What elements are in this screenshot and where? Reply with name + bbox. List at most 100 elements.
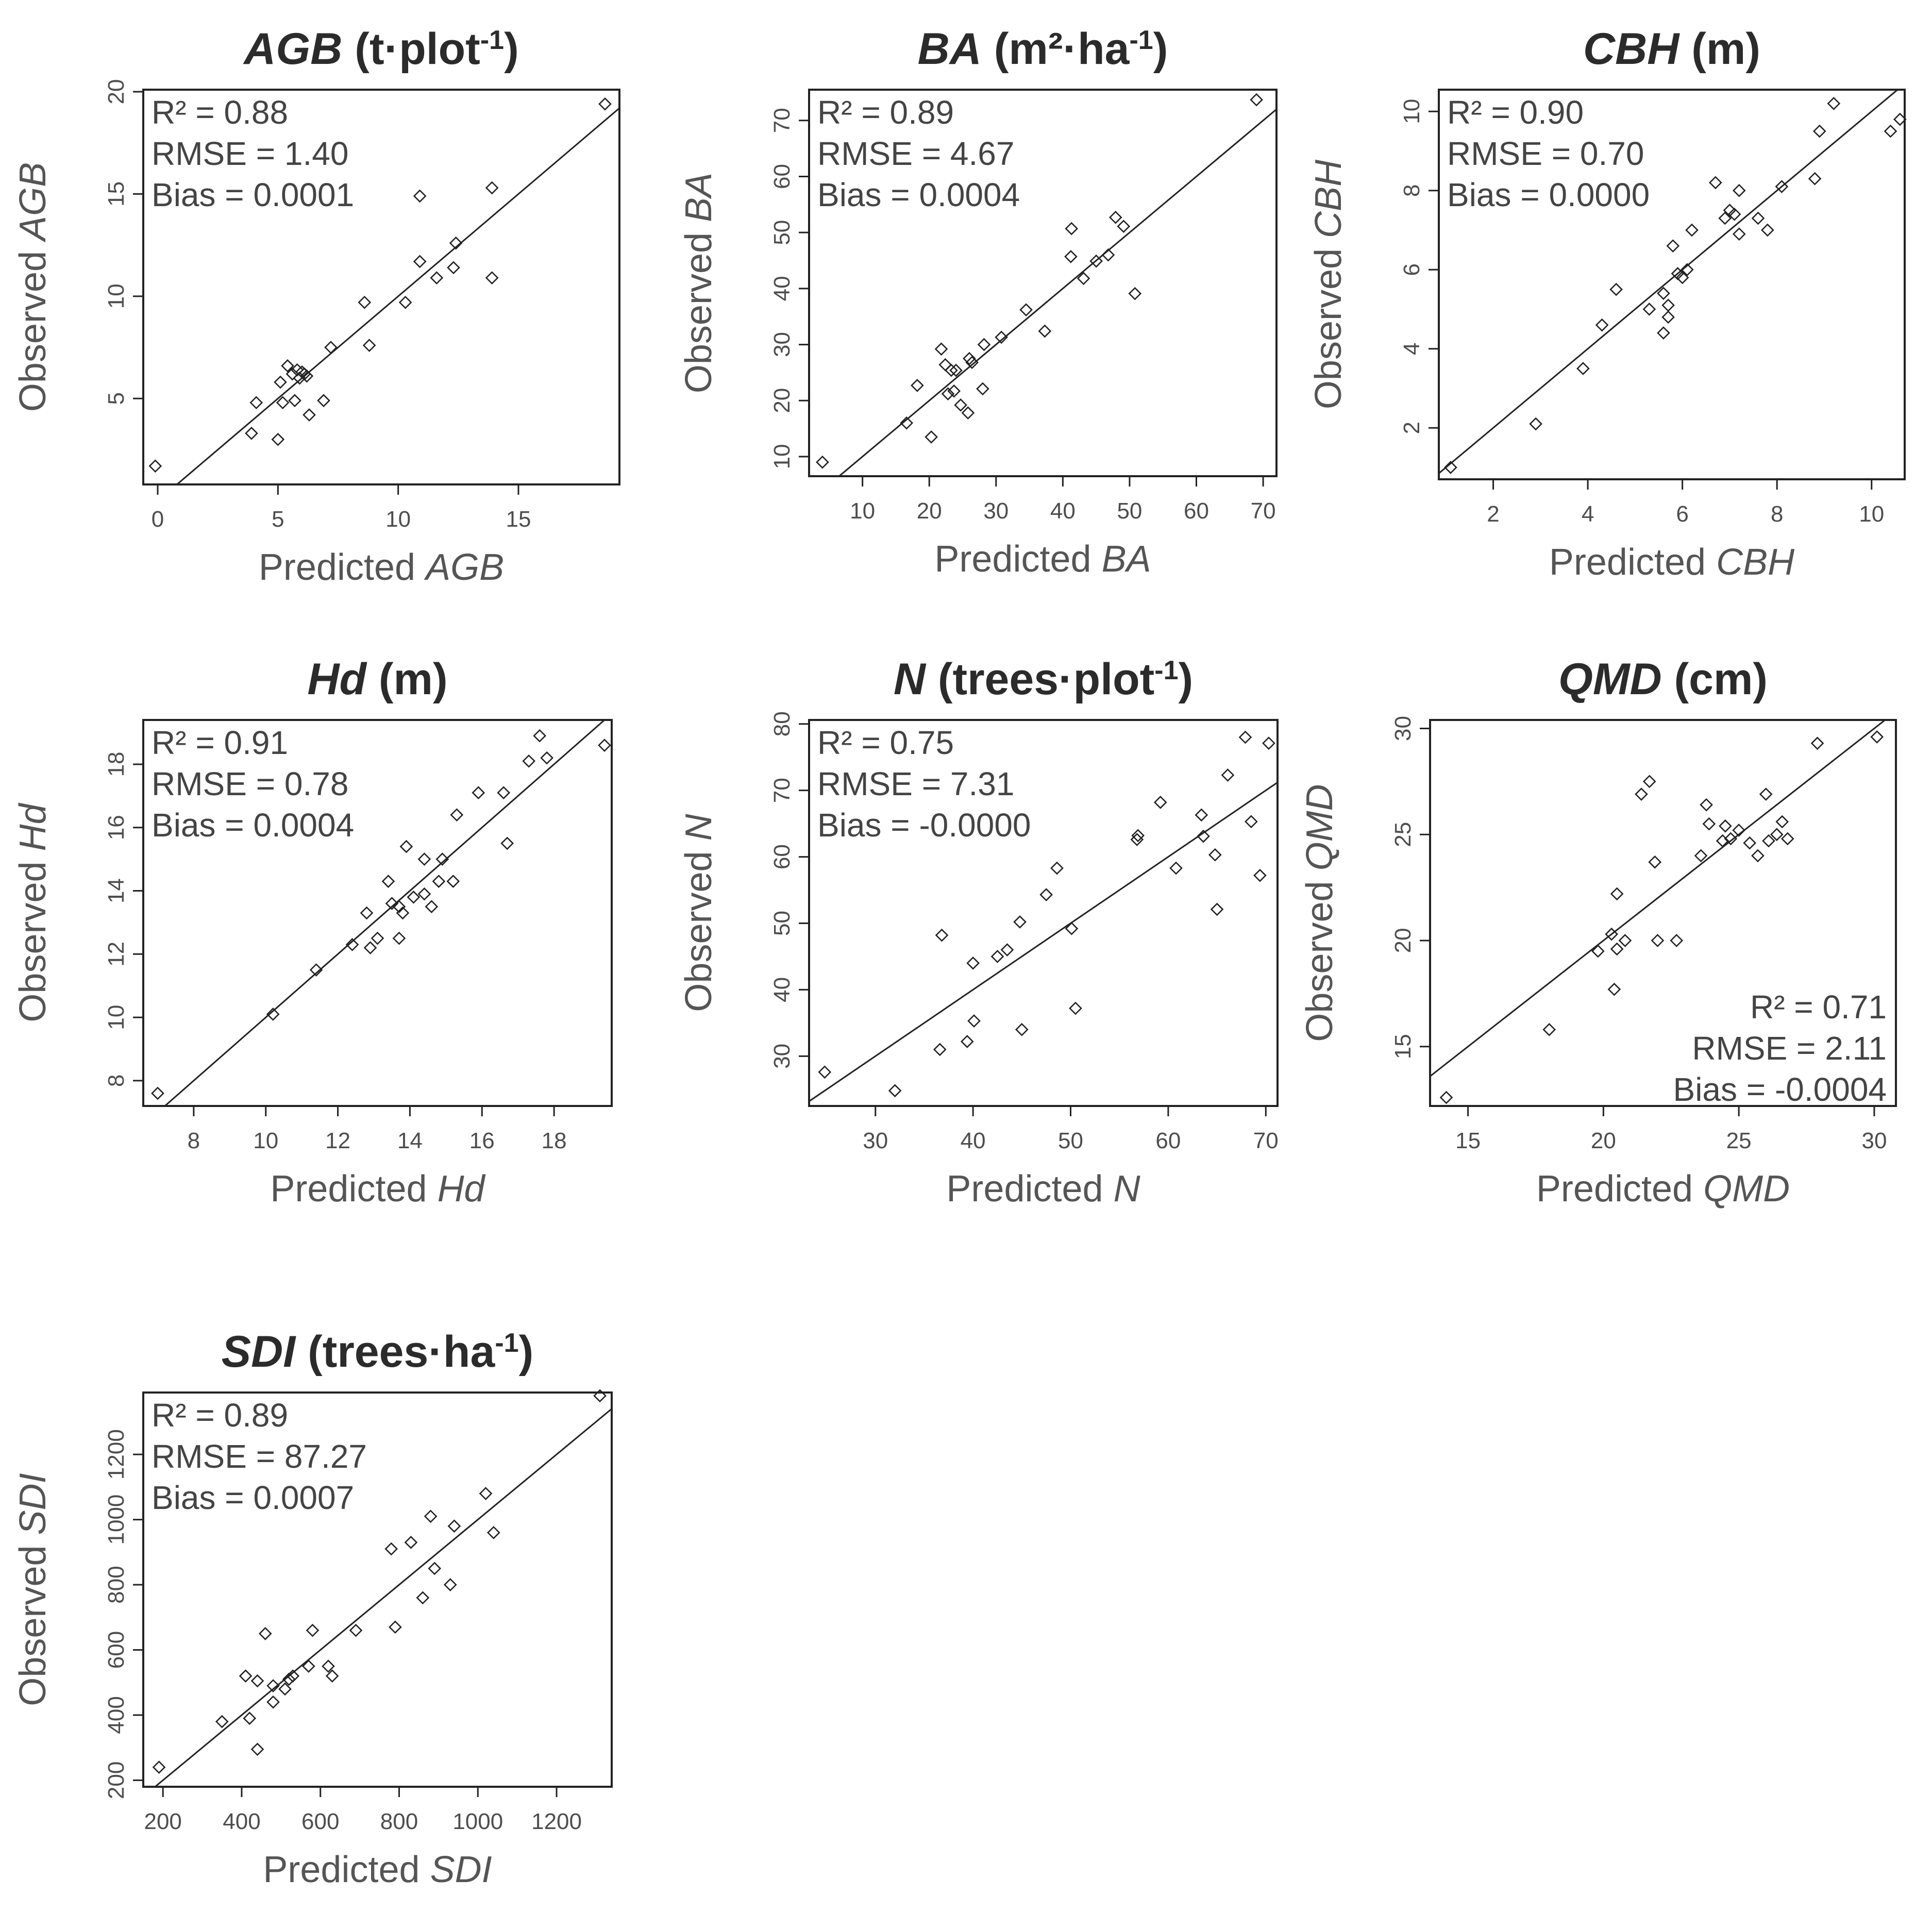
data-point (1610, 887, 1624, 901)
data-point (941, 387, 955, 401)
data-point (250, 1674, 264, 1688)
y-tick-label: 1000 (104, 1495, 129, 1545)
data-point (598, 739, 611, 752)
title-superscript: -1 (495, 1328, 518, 1358)
data-point (1762, 834, 1775, 848)
data-point (1694, 849, 1708, 863)
rmse-value: RMSE = 0.70 (1447, 135, 1644, 172)
r2-value: R² = 0.91 (152, 724, 288, 761)
x-tick-label: 800 (380, 1809, 418, 1834)
data-point (1050, 861, 1064, 875)
data-point (1169, 861, 1183, 875)
bias-value: Bias = -0.0000 (817, 807, 1031, 844)
data-point (345, 938, 359, 951)
y-tick-label: 8 (1399, 184, 1424, 196)
data-point (1117, 220, 1131, 233)
title-superscript: -1 (1154, 656, 1178, 685)
x-tick-label: 30 (983, 498, 1009, 524)
data-point (449, 236, 463, 250)
data-point (472, 786, 485, 800)
data-point (485, 271, 499, 284)
data-point (349, 1623, 363, 1637)
y-axis-label: Observed N (678, 813, 719, 1012)
data-point (324, 341, 338, 354)
data-point (1262, 736, 1275, 750)
data-point (990, 950, 1004, 963)
data-point (1610, 942, 1624, 956)
data-point (1595, 318, 1609, 332)
data-point (1077, 272, 1090, 286)
data-point (1751, 211, 1765, 225)
data-point (1208, 848, 1222, 862)
data-point (151, 1086, 164, 1100)
scatter-panel-agb: AGB (t·plot-1) 0 5 10 15 5 10 15 20 Predicted AGB… (12, 24, 620, 588)
data-point (396, 906, 410, 920)
data-point (306, 1623, 320, 1637)
data-point (152, 1760, 166, 1774)
x-tick-label: 60 (1184, 498, 1209, 524)
data-point (276, 396, 290, 410)
title-unit: (t·plot (342, 24, 480, 74)
x-tick-label: 10 (385, 507, 411, 532)
data-point (1759, 787, 1773, 801)
data-point (322, 1659, 335, 1673)
title-variable: AGB (243, 24, 342, 74)
data-point (384, 1542, 398, 1556)
title-unit-close: ) (504, 24, 519, 74)
data-point (1670, 934, 1684, 947)
chart-title: QMD (cm) (1558, 655, 1768, 704)
data-point (1661, 298, 1675, 312)
x-tick-label: 4 (1582, 501, 1594, 527)
data-point (239, 1669, 253, 1683)
title-variable: CBH (1583, 24, 1680, 74)
data-point (1743, 836, 1757, 850)
data-point (385, 897, 399, 910)
r2-value: R² = 0.71 (1750, 988, 1887, 1026)
x-tick-label: 5 (272, 507, 284, 532)
data-point (360, 906, 374, 920)
y-tick-label: 1200 (104, 1429, 129, 1480)
y-tick-label: 15 (1390, 1034, 1416, 1059)
data-point (1761, 223, 1774, 237)
data-point (1775, 180, 1789, 193)
data-point (1439, 1091, 1453, 1104)
rmse-value: RMSE = 0.78 (152, 765, 348, 802)
scatter-panel-hd: Hd (m) 8 10 12 14 16 18 8 10 12 14 16 18 Predicted Hd… (12, 655, 613, 1210)
x-tick-label: 200 (144, 1809, 181, 1834)
data-point (148, 459, 162, 473)
fit-line (809, 781, 1278, 1102)
x-axis-label: Predicted SDI (263, 1849, 492, 1890)
data-point (1197, 829, 1210, 843)
data-point (976, 382, 989, 396)
data-point (1238, 730, 1252, 744)
data-point (425, 900, 439, 914)
data-point (258, 1627, 272, 1640)
x-tick-label: 70 (1251, 498, 1276, 524)
fit-line (1430, 720, 1887, 1077)
y-tick-label: 10 (1399, 99, 1424, 124)
data-point (1675, 271, 1689, 284)
data-point (954, 398, 967, 412)
data-point (404, 1535, 418, 1549)
chart-title: SDI (trees·ha-1) (222, 1327, 533, 1377)
data-point (479, 1487, 493, 1500)
y-tick-label: 10 (104, 1005, 129, 1030)
data-point (911, 379, 924, 392)
y-tick-label: 30 (1390, 716, 1416, 741)
data-point (446, 875, 460, 888)
data-point (900, 416, 914, 430)
data-point (1089, 254, 1103, 268)
data-point (1245, 815, 1258, 829)
plot-frame (1438, 89, 1906, 480)
y-tick-label: 40 (769, 977, 795, 1002)
x-tick-label: 1000 (452, 1809, 503, 1834)
data-point (424, 1510, 438, 1523)
data-point (593, 1389, 607, 1403)
data-point (1732, 824, 1746, 837)
data-point (399, 840, 413, 853)
x-axis-label: Predicted Hd (270, 1168, 485, 1210)
data-point (1716, 834, 1729, 848)
data-point (266, 1008, 280, 1021)
fit-line (154, 1408, 612, 1787)
r2-value: R² = 0.90 (1447, 94, 1584, 131)
